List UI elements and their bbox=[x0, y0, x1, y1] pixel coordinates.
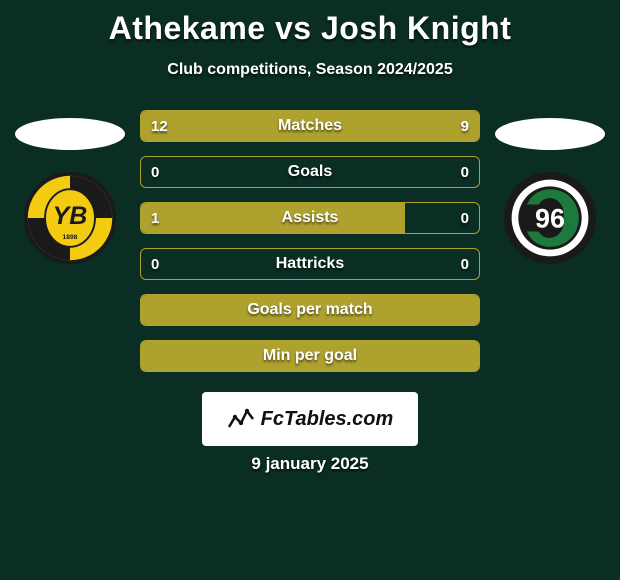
stat-bar: 00Goals bbox=[140, 156, 480, 188]
stat-bar: 10Assists bbox=[140, 202, 480, 234]
stat-bar: Goals per match bbox=[140, 294, 480, 326]
branding-icon bbox=[227, 405, 255, 433]
stat-label: Min per goal bbox=[141, 341, 479, 371]
left-player-photo-placeholder bbox=[15, 118, 125, 150]
left-club-crest: YB 1898 bbox=[22, 170, 118, 266]
stat-label: Goals per match bbox=[141, 295, 479, 325]
branding-text: FcTables.com bbox=[261, 408, 394, 431]
right-club-crest: 96 bbox=[502, 170, 598, 266]
svg-text:YB: YB bbox=[53, 202, 88, 230]
stat-bar: 00Hattricks bbox=[140, 248, 480, 280]
snapshot-date: 9 january 2025 bbox=[0, 454, 620, 474]
subtitle: Club competitions, Season 2024/2025 bbox=[0, 61, 620, 79]
svg-text:96: 96 bbox=[535, 204, 565, 234]
page-title: Athekame vs Josh Knight bbox=[0, 0, 620, 47]
stat-label: Matches bbox=[141, 111, 479, 141]
stat-label: Hattricks bbox=[141, 249, 479, 279]
comparison-content: YB 1898 129Matches 00Goals 10Assists 00Hatt… bbox=[0, 110, 620, 372]
stat-label: Assists bbox=[141, 203, 479, 233]
stat-bar: 129Matches bbox=[140, 110, 480, 142]
comparison-bars: 129Matches 00Goals 10Assists 00Hattricks Goa… bbox=[140, 110, 480, 372]
right-player-column: 96 bbox=[490, 110, 610, 266]
stat-bar: Min per goal bbox=[140, 340, 480, 372]
left-player-column: YB 1898 bbox=[10, 110, 130, 266]
stat-label: Goals bbox=[141, 157, 479, 187]
svg-text:1898: 1898 bbox=[63, 234, 78, 241]
branding-badge: FcTables.com bbox=[202, 392, 418, 446]
right-player-photo-placeholder bbox=[495, 118, 605, 150]
